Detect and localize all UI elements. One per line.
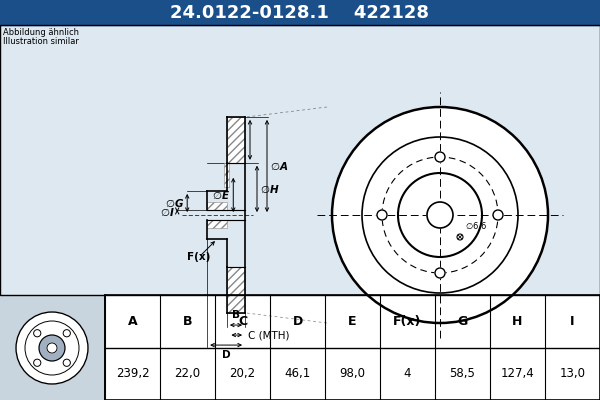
Text: 46,1: 46,1 xyxy=(284,367,311,380)
Bar xyxy=(227,117,245,163)
Text: B: B xyxy=(183,315,192,328)
Circle shape xyxy=(435,152,445,162)
Text: $\varnothing$I: $\varnothing$I xyxy=(160,206,174,218)
Text: 4: 4 xyxy=(404,367,411,380)
Bar xyxy=(0,295,105,400)
Circle shape xyxy=(63,359,70,366)
Text: G: G xyxy=(457,315,467,328)
Text: $\varnothing$E: $\varnothing$E xyxy=(212,189,230,201)
Circle shape xyxy=(427,202,453,228)
Circle shape xyxy=(435,268,445,278)
Text: 13,0: 13,0 xyxy=(560,367,586,380)
Text: 20,2: 20,2 xyxy=(229,367,256,380)
Circle shape xyxy=(16,312,88,384)
Bar xyxy=(0,295,600,400)
Bar xyxy=(0,0,600,25)
Text: F(x): F(x) xyxy=(394,315,422,328)
Circle shape xyxy=(47,343,57,353)
Text: D: D xyxy=(292,315,302,328)
Circle shape xyxy=(457,234,463,240)
Circle shape xyxy=(63,330,70,337)
Text: 58,5: 58,5 xyxy=(449,367,475,380)
Text: F(x): F(x) xyxy=(187,252,211,262)
Text: I: I xyxy=(570,315,575,328)
Text: 98,0: 98,0 xyxy=(340,367,365,380)
Text: $\varnothing$G: $\varnothing$G xyxy=(165,197,184,209)
Circle shape xyxy=(493,210,503,220)
Text: $\varnothing$H: $\varnothing$H xyxy=(260,183,280,195)
Text: A: A xyxy=(128,315,137,328)
Circle shape xyxy=(34,359,41,366)
Text: 239,2: 239,2 xyxy=(116,367,149,380)
Text: D: D xyxy=(222,350,230,360)
Text: C: C xyxy=(238,315,247,328)
Text: E: E xyxy=(348,315,357,328)
Bar xyxy=(227,267,245,313)
Text: $\varnothing$A: $\varnothing$A xyxy=(270,160,288,172)
Text: 22,0: 22,0 xyxy=(175,367,200,380)
Text: 127,4: 127,4 xyxy=(500,367,535,380)
Circle shape xyxy=(39,335,65,361)
Bar xyxy=(207,202,227,210)
Text: B: B xyxy=(232,310,240,320)
Bar xyxy=(105,295,600,400)
Bar xyxy=(207,220,227,228)
Bar xyxy=(224,163,229,187)
Circle shape xyxy=(332,107,548,323)
Bar xyxy=(0,25,600,295)
Text: $\varnothing$6,6: $\varnothing$6,6 xyxy=(465,220,487,232)
Circle shape xyxy=(34,330,41,337)
Text: H: H xyxy=(512,315,523,328)
Text: 24.0122-0128.1    422128: 24.0122-0128.1 422128 xyxy=(170,4,430,22)
Text: Illustration similar: Illustration similar xyxy=(3,37,79,46)
Text: C (MTH): C (MTH) xyxy=(248,330,290,340)
Circle shape xyxy=(377,210,387,220)
Text: Abbildung ähnlich: Abbildung ähnlich xyxy=(3,28,79,37)
